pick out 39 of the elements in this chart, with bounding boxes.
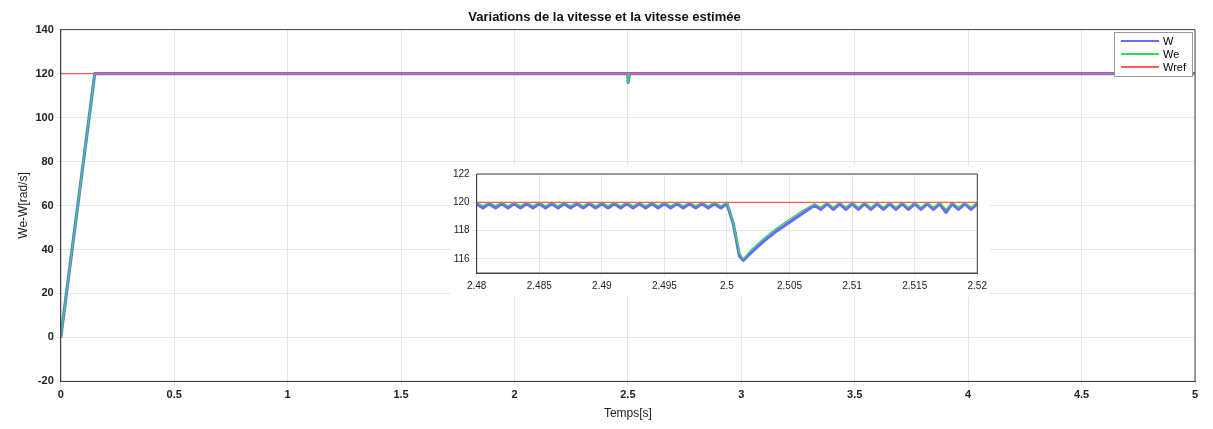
y-tick-label: 0	[47, 330, 54, 343]
x-tick-label: 1.5	[393, 388, 409, 401]
x-tick-label: 3.5	[847, 388, 863, 401]
x-tick-label: 2.515	[902, 279, 928, 291]
x-tick-label: 2.51	[842, 279, 863, 291]
x-tick-label: 0.5	[166, 388, 182, 401]
y-tick-label: 122	[453, 167, 471, 179]
x-tick-label: 2.48	[466, 279, 487, 291]
legend-label: We	[1162, 48, 1180, 61]
x-tick-label: 2.505	[777, 279, 803, 291]
x-tick-label: 5	[1191, 388, 1199, 401]
y-tick-label: 40	[41, 242, 54, 255]
x-tick-label: 2	[511, 388, 518, 401]
y-tick-label: 140	[35, 22, 54, 35]
x-tick-label: 2.495	[651, 279, 678, 291]
x-tick-label: 0	[57, 388, 64, 401]
y-tick-label: 60	[41, 198, 54, 211]
y-tick-label: 116	[453, 252, 471, 264]
y-tick-label: 80	[41, 154, 54, 167]
y-tick-label: 120	[453, 196, 471, 208]
x-tick-label: 4	[965, 388, 973, 401]
x-tick-label: 2.49	[592, 279, 612, 291]
legend-label: W	[1162, 35, 1174, 48]
y-tick-label: 100	[35, 110, 54, 123]
x-tick-label: 2.52	[967, 279, 988, 291]
x-tick-label: 2.485	[526, 279, 553, 291]
x-axis-title: Temps[s]	[603, 406, 652, 421]
legend-label: Wref	[1162, 61, 1186, 74]
x-tick-label: 4.5	[1073, 388, 1090, 401]
y-axis-title: We-W[rad/s]	[15, 172, 30, 239]
y-tick-label: -20	[37, 374, 54, 387]
x-tick-label: 2.5	[720, 279, 735, 291]
y-tick-label: 20	[41, 286, 54, 299]
x-tick-label: 1	[284, 388, 291, 401]
x-tick-label: 3	[738, 388, 745, 401]
chart-title: Variations de la vitesse et la vitesse estimée	[468, 9, 741, 25]
y-tick-label: 120	[35, 66, 54, 79]
x-tick-label: 2.5	[620, 388, 636, 401]
y-tick-label: 118	[453, 224, 471, 236]
